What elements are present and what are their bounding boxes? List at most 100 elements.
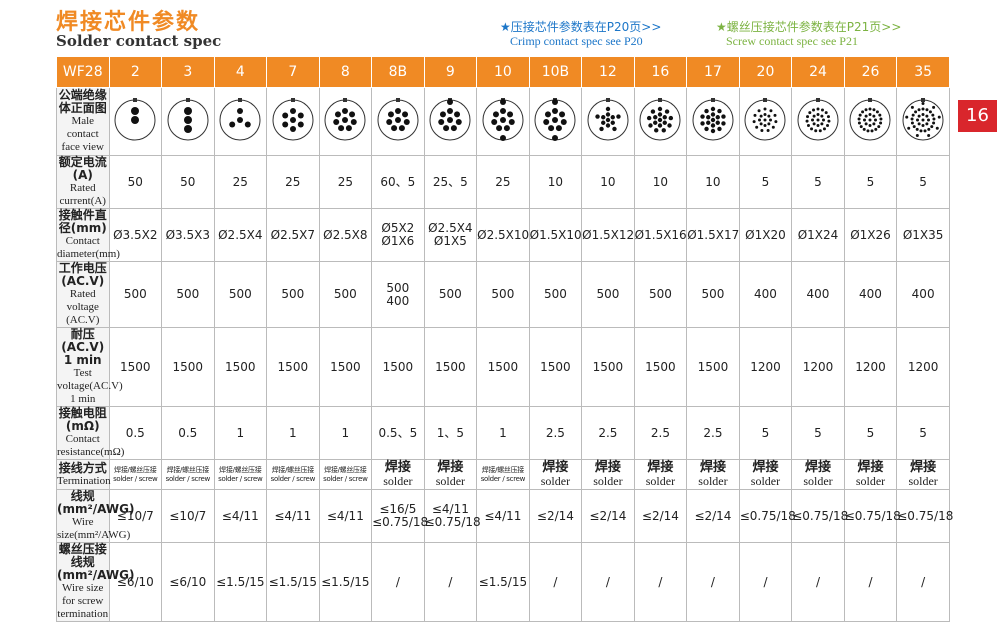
spec-cell: 焊接/螺丝压接 solder / screw — [161, 459, 215, 490]
spec-cell: 5 — [791, 155, 845, 209]
face-cell — [476, 87, 530, 156]
cell-text: solder — [593, 474, 623, 488]
spec-cell: ≤6/10 — [108, 542, 163, 622]
face-cell — [528, 87, 583, 156]
spec-cell: 5 — [896, 155, 950, 209]
cell-text: 400 — [754, 287, 777, 301]
spec-cell: 1 — [476, 406, 530, 460]
cell-text: 500 — [333, 287, 357, 301]
spec-cell: 1500 — [213, 327, 268, 407]
cell-text: 焊接/螺丝压接 — [219, 465, 262, 474]
spec-cell: 5 — [843, 406, 898, 460]
cell-text: ≤4/11 — [431, 502, 469, 516]
spec-cell: 500 — [528, 261, 583, 328]
spec-cell: / — [371, 542, 425, 622]
spec-cell: ≤10/7 — [108, 489, 163, 543]
cell-text: ≤16/5 — [379, 502, 417, 516]
label-cn: 接触件直径(mm) — [58, 208, 107, 235]
note-cn: ★螺丝压接芯件参数表在P21页>> — [716, 20, 902, 34]
spec-cell: ≤0.75/18 — [738, 489, 796, 543]
header-row: WF28 2 3 4 7 8 8B 9 10 10B 12 16 17 20 24 26 35 — [56, 56, 950, 88]
column-header: 8B — [371, 56, 425, 88]
cell-text: Ø1X5 — [433, 234, 467, 248]
cell-text: 25 — [495, 174, 511, 189]
spec-cell: 400 — [843, 261, 898, 328]
cell-text: Ø2.5X4 — [428, 221, 473, 235]
cell-text: solder / screw — [218, 474, 263, 483]
cell-text: Ø5X2 — [381, 221, 415, 235]
face-icon — [692, 98, 734, 141]
spec-cell: 焊接 solder — [581, 459, 635, 490]
face-icon — [482, 98, 524, 141]
row-label: 接触件直径(mm) Contact diameter(mm) — [56, 208, 120, 262]
cell-text: 1500 — [120, 359, 151, 374]
spec-cell: 1200 — [896, 327, 950, 407]
cell-text: 1500 — [172, 359, 204, 374]
note-cn: ★压接芯件参数表在P20页>> — [500, 20, 662, 34]
cell-text: Ø1X24 — [797, 227, 839, 242]
cell-text: 10 — [705, 174, 721, 189]
cell-text: solder / screw — [270, 474, 316, 483]
label-en: Contact diameter(mm) — [57, 235, 120, 260]
cell-text: Ø3.5X2 — [113, 227, 158, 242]
face-cell — [371, 87, 425, 156]
spec-cell: 500 — [633, 261, 688, 328]
label-en: Wire size for screw termination — [57, 582, 109, 620]
cell-text: / — [763, 574, 768, 589]
cell-text: ≤2/14 — [536, 508, 574, 523]
face-icon — [639, 98, 681, 141]
cell-text: / — [605, 574, 610, 589]
face-cell — [738, 87, 793, 156]
label-cn: 线规(mm²/AWG) — [57, 489, 135, 516]
spec-cell: 50 — [108, 155, 163, 209]
cell-text: ≤0.75/18 — [792, 508, 849, 523]
spec-cell: ≤0.75/18 — [896, 489, 953, 543]
column-header: 12 — [581, 56, 635, 88]
column-header: 8 — [318, 56, 373, 88]
spec-cell: Ø1.5X10 — [528, 208, 583, 262]
spec-cell: 焊接 solder — [843, 459, 898, 490]
cell-text: ≤0.75/18 — [424, 515, 481, 529]
label-cn: 接线方式 — [58, 460, 107, 475]
cell-text: 400 — [911, 287, 935, 301]
cell-text: solder / screw — [113, 474, 158, 483]
spec-cell: 10 — [581, 155, 635, 209]
spec-cell: 5 — [738, 155, 793, 209]
spec-cell: 50 — [161, 155, 215, 209]
row-label: 耐压(AC.V) 1 min Test voltage(AC.V) 1 min — [56, 327, 123, 407]
spec-cell: / — [896, 542, 950, 622]
spec-cell: / — [686, 542, 740, 622]
face-row: 公端绝缘体正面图 Male contact face view — [56, 87, 950, 156]
spec-cell: 400 — [738, 261, 793, 328]
cell-text: 焊接 — [752, 460, 779, 475]
cell-text: 1 — [289, 425, 297, 440]
spec-cell: 25 — [213, 155, 268, 209]
label-en: Rated voltage (AC.V) — [66, 288, 100, 326]
cell-text: ≤0.75/18 — [372, 515, 429, 529]
cell-text: 25、5 — [432, 174, 468, 189]
face-icon — [114, 98, 156, 141]
cell-text: 50 — [180, 174, 196, 189]
note-en: Crimp contact spec see P20 — [510, 34, 643, 48]
spec-cell: 25 — [476, 155, 530, 209]
spec-cell: ≤2/14 — [633, 489, 688, 543]
column-header: 16 — [633, 56, 688, 88]
cell-text: 400 — [806, 287, 830, 301]
spec-cell: 10 — [528, 155, 583, 209]
cell-text: ≤4/11 — [274, 508, 312, 523]
cell-text: / — [658, 574, 663, 589]
cell-text: ≤0.75/18 — [739, 508, 796, 523]
spec-cell: Ø2.5X7 — [266, 208, 320, 262]
title-en: Solder contact spec — [56, 32, 222, 50]
spec-cell: 1200 — [738, 327, 793, 407]
spec-cell: Ø2.5X4 — [213, 208, 268, 262]
cell-text: 0.5、5 — [378, 425, 418, 440]
cell-text: ≤1.5/15 — [321, 574, 370, 589]
cell-text: 500 — [543, 287, 567, 301]
spec-cell: 2.5 — [686, 406, 740, 460]
cell-text: ≤2/14 — [589, 508, 627, 523]
spec-cell: 焊接 solder — [633, 459, 688, 490]
label-en: Test voltage(AC.V) 1 min — [57, 367, 123, 405]
spec-cell: 5 — [843, 155, 898, 209]
cell-text: Ø1.5X17 — [687, 227, 740, 242]
